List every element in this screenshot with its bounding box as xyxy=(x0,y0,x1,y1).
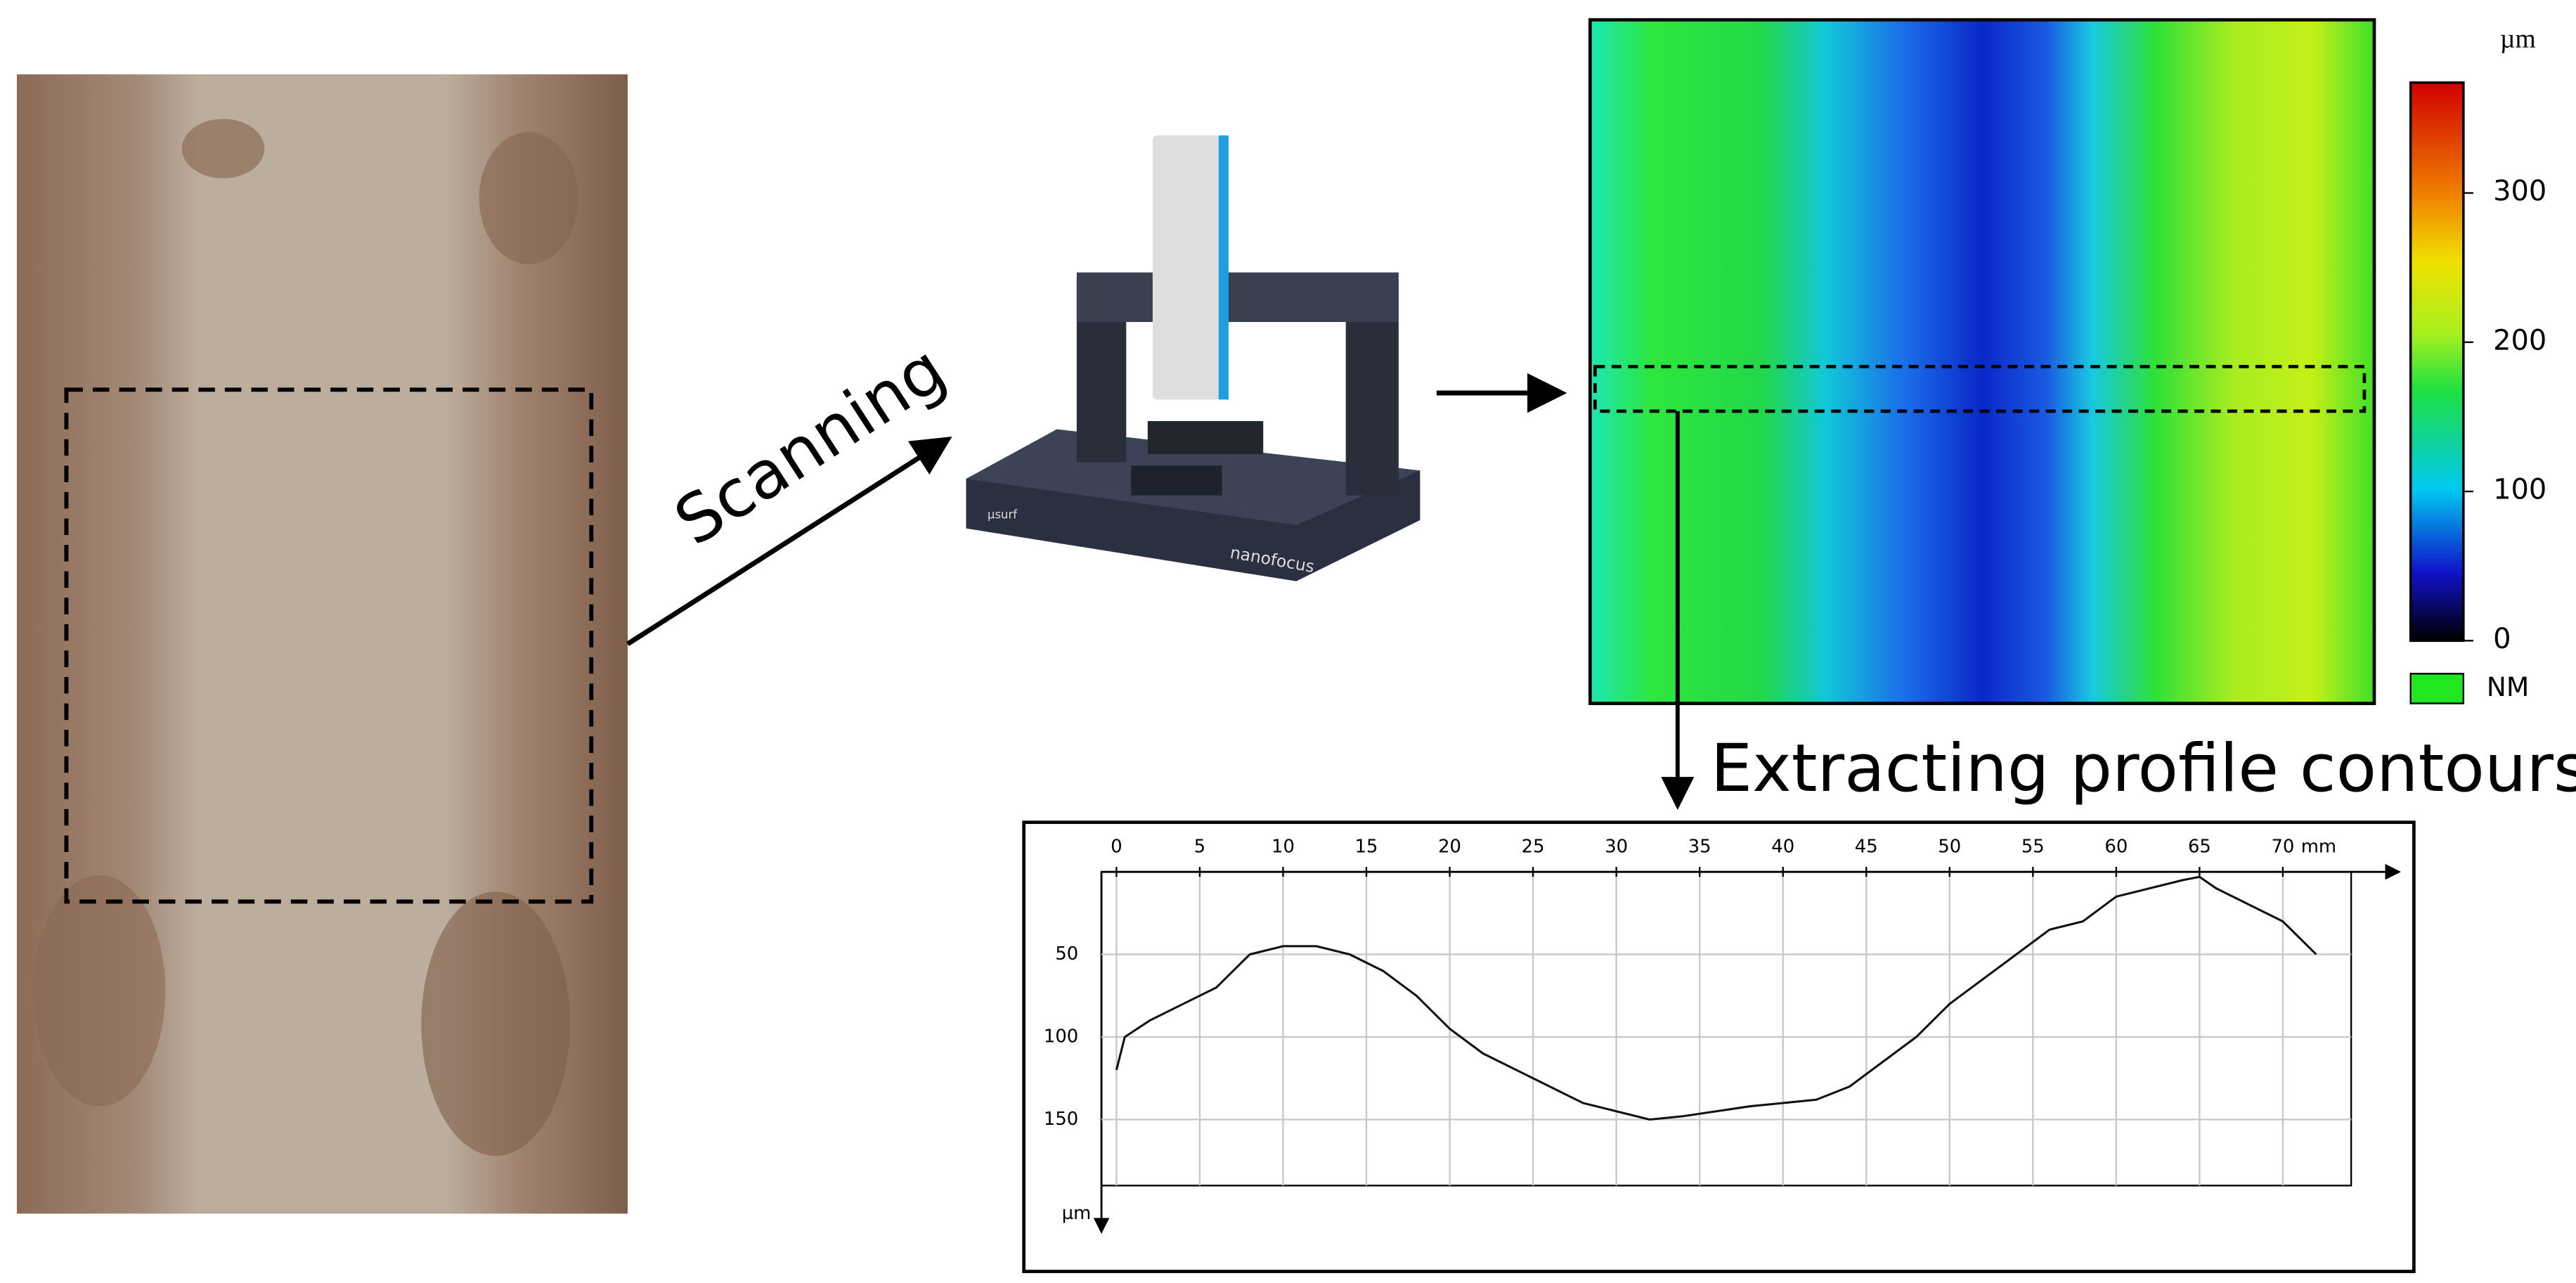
colorbar-tick-label: 0 xyxy=(2493,623,2511,655)
x-tick-label: 55 xyxy=(2021,836,2045,857)
x-tick-label: 20 xyxy=(1438,836,1461,857)
height-map xyxy=(1588,18,2376,705)
x-tick-label: 60 xyxy=(2104,836,2128,857)
arrow xyxy=(626,436,952,646)
nm-label: NM xyxy=(2487,671,2530,702)
x-tick-label: 0 xyxy=(1111,836,1122,857)
x-tick-label: 5 xyxy=(1194,836,1205,857)
brand-text: µsurf xyxy=(988,508,1018,521)
x-tick-label: 40 xyxy=(1771,836,1794,857)
colorbar-tick-label: 300 xyxy=(2493,175,2546,207)
colorbar-tick-label: 200 xyxy=(2493,324,2546,356)
x-tick-label: 45 xyxy=(1855,836,1878,857)
x-tick-label: 30 xyxy=(1605,836,1628,857)
x-tick-label: 70 xyxy=(2271,836,2294,857)
y-tick-label: 50 xyxy=(1055,943,1078,965)
nm-swatch xyxy=(2409,673,2465,704)
colorbar-unit: µm xyxy=(2500,25,2536,53)
y-unit: µm xyxy=(1062,1203,1092,1224)
profile-line xyxy=(1115,875,2317,1121)
colorbar-tick-label: 100 xyxy=(2493,474,2546,506)
x-unit: mm xyxy=(2301,836,2336,857)
x-tick-label: 35 xyxy=(1688,836,1711,857)
y-tick-label: 150 xyxy=(1044,1109,1078,1130)
x-tick-label: 65 xyxy=(2188,836,2211,857)
extracting-label: Extracting profile contours xyxy=(1711,730,2576,807)
y-tick-label: 100 xyxy=(1044,1026,1078,1047)
skin-photo xyxy=(16,74,628,1214)
instrument: µsurf nanofocus xyxy=(966,135,1420,581)
x-tick-label: 10 xyxy=(1271,836,1295,857)
x-tick-label: 25 xyxy=(1522,836,1545,857)
colorbar xyxy=(2409,81,2465,643)
profile-frame xyxy=(1022,820,2416,1273)
x-tick-label: 15 xyxy=(1355,836,1378,857)
x-tick-label: 50 xyxy=(1938,836,1961,857)
